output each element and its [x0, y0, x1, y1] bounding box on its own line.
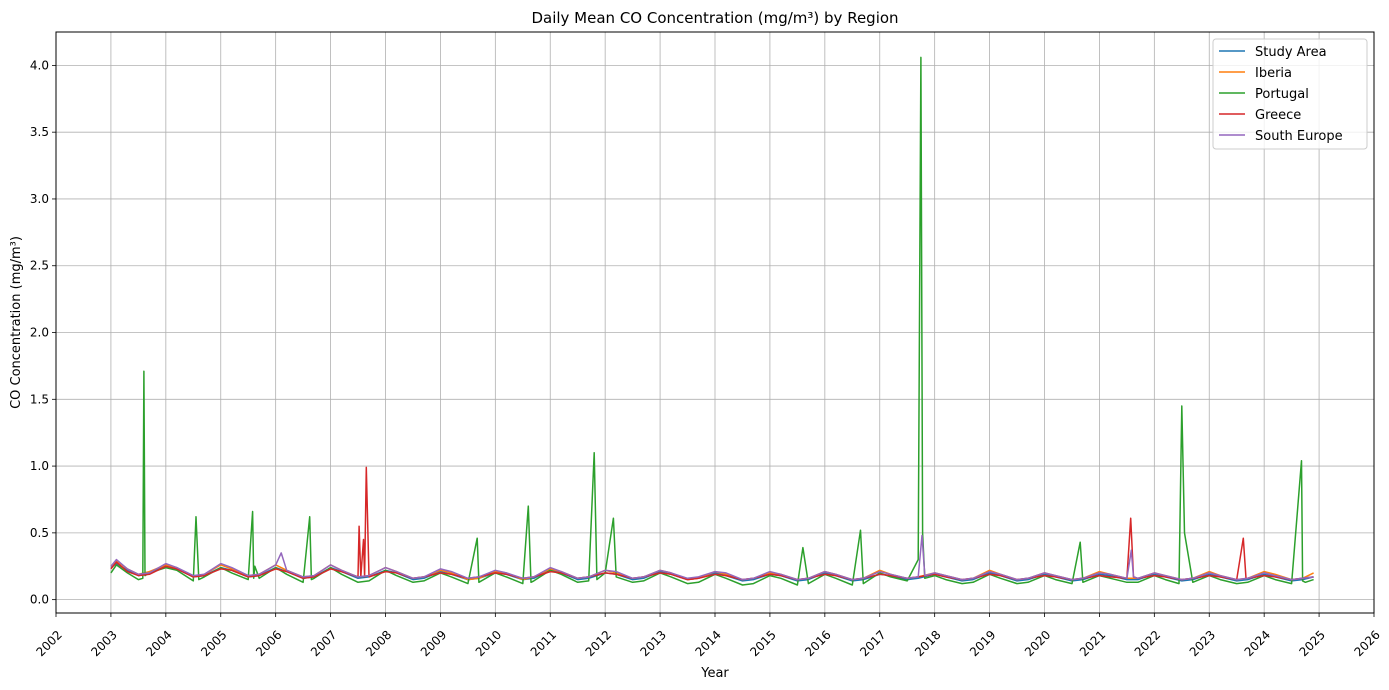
x-tick-label: 2006	[253, 628, 284, 659]
series-lines	[110, 56, 1314, 586]
x-tick-label: 2023	[1187, 628, 1218, 659]
x-tick-label: 2003	[88, 628, 119, 659]
y-tick-label: 1.5	[30, 392, 49, 406]
y-tick-label: 2.0	[30, 326, 49, 340]
x-tick-label: 2002	[33, 628, 64, 659]
y-tick-label: 3.5	[30, 125, 49, 139]
x-tick-label: 2018	[912, 628, 943, 659]
chart-title: Daily Mean CO Concentration (mg/m³) by R…	[531, 9, 898, 27]
x-tick-label: 2009	[418, 628, 449, 659]
legend-label: Iberia	[1255, 66, 1292, 81]
x-tick-label: 2020	[1022, 628, 1053, 659]
y-axis-ticks: 0.0 0.5 1.0 1.5 2.0 2.5 3.0 3.5 4.0	[30, 58, 56, 607]
legend-box	[1212, 38, 1368, 150]
x-tick-label: 2007	[308, 628, 339, 659]
x-tick-label: 2012	[583, 628, 614, 659]
y-tick-label: 2.5	[30, 259, 49, 273]
x-tick-label: 2014	[692, 628, 723, 659]
x-tick-label: 2004	[143, 628, 174, 659]
x-tick-label: 2016	[802, 628, 833, 659]
x-tick-label: 2026	[1351, 628, 1382, 659]
x-tick-label: 2008	[363, 628, 394, 659]
x-axis-label: Year	[700, 666, 729, 681]
legend-label: Portugal	[1255, 87, 1309, 102]
y-tick-label: 1.0	[30, 459, 49, 473]
y-tick-label: 3.0	[30, 192, 49, 206]
x-tick-label: 2025	[1297, 628, 1328, 659]
x-tick-label: 2022	[1132, 628, 1163, 659]
legend-label: Greece	[1255, 108, 1301, 123]
y-tick-label: 4.0	[30, 58, 49, 72]
x-tick-label: 2015	[747, 628, 778, 659]
x-axis-ticks: 2002 2003 2004 2005 2006 2007 2008 2009 2010 2011…	[33, 613, 1383, 659]
series-line-portugal	[110, 56, 1314, 586]
x-tick-label: 2013	[638, 628, 669, 659]
y-axis-label: CO Concentration (mg/m³)	[9, 236, 24, 409]
series-line-south-europe	[110, 534, 1314, 581]
x-tick-label: 2019	[967, 628, 998, 659]
x-tick-label: 2005	[198, 628, 229, 659]
x-tick-label: 2011	[528, 628, 559, 659]
series-line-greece	[110, 466, 1314, 581]
y-tick-label: 0.5	[30, 526, 49, 540]
x-tick-label: 2021	[1077, 628, 1108, 659]
x-tick-label: 2010	[473, 628, 504, 659]
x-tick-label: 2017	[857, 628, 888, 659]
grid	[55, 32, 1375, 613]
legend-label: Study Area	[1255, 45, 1327, 60]
x-tick-label: 2024	[1242, 628, 1273, 659]
y-tick-label: 0.0	[30, 593, 49, 607]
legend: Study Area Iberia Portugal Greece South Euro…	[1212, 38, 1368, 150]
legend-label: South Europe	[1255, 129, 1343, 144]
